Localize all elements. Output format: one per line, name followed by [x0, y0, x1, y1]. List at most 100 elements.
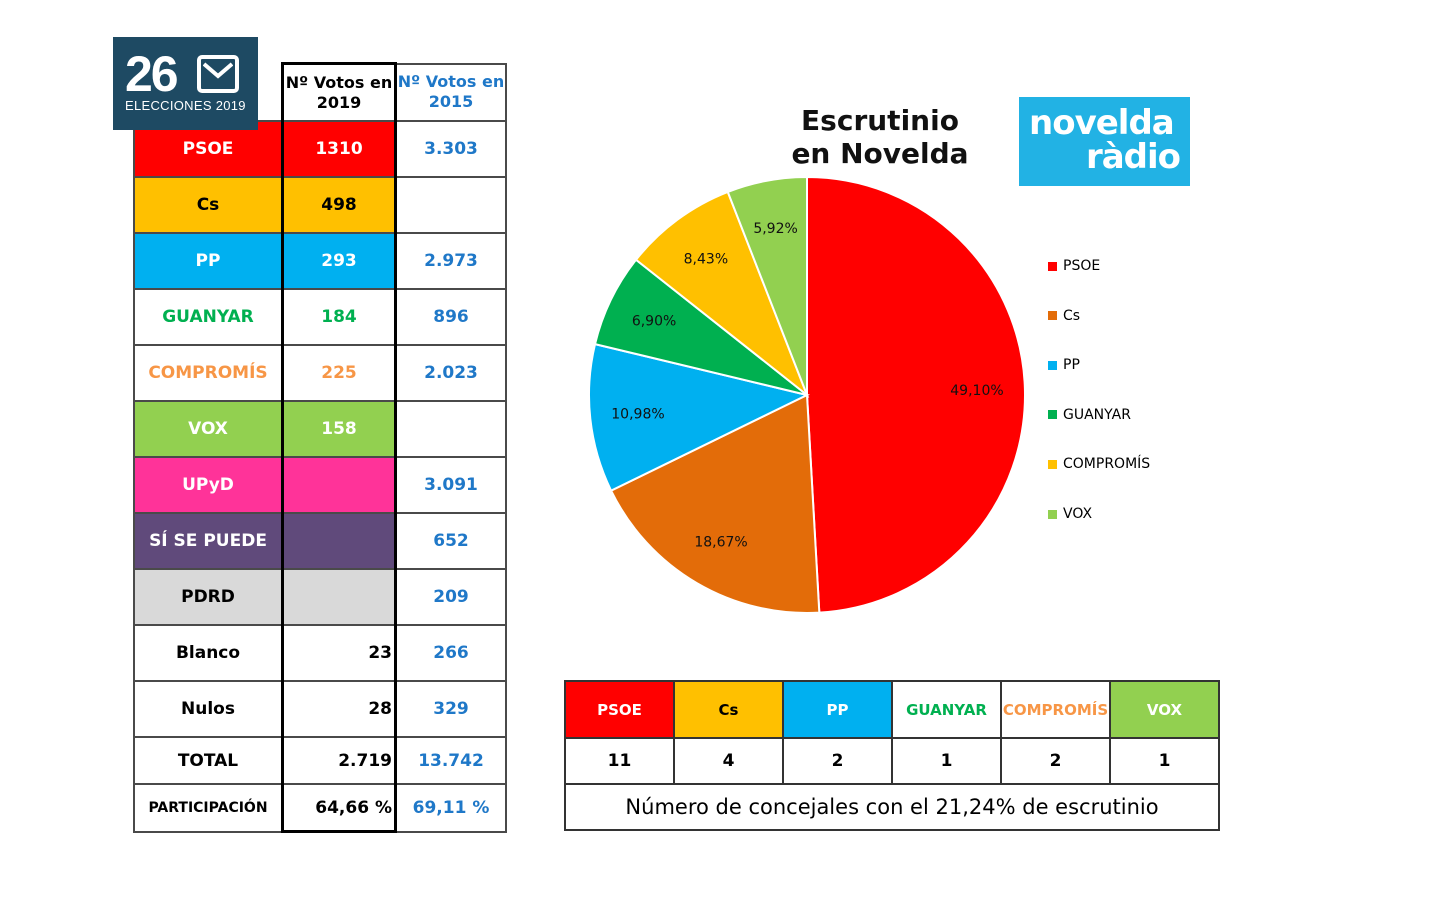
votes-2019-cell: 225 [281, 344, 397, 402]
concejales-seat-cell: 1 [1109, 737, 1220, 785]
party-name-cell: Cs [133, 176, 284, 234]
votes-2019-cell: 64,66 % [281, 783, 397, 833]
votes-2019-cell [281, 456, 397, 514]
pie-data-label: 18,67% [694, 535, 747, 551]
legend-swatch [1048, 311, 1057, 321]
party-name-cell: UPyD [133, 456, 284, 514]
votes-2015-cell [394, 400, 507, 458]
concejales-seat-cell: 1 [891, 737, 1002, 785]
results-row-pp: PP 293 2.973 [133, 232, 507, 290]
pie-data-label: 10,98% [611, 407, 664, 423]
novelda-radio-logo: novelda ràdio [1019, 97, 1190, 186]
party-name-cell: PP [133, 232, 284, 290]
concejales-party-cell: VOX [1109, 680, 1220, 739]
legend-item: VOX [1048, 506, 1092, 522]
results-header-row: Nº Votos en 2019 Nº Votos en 2015 [134, 62, 507, 122]
legend-item: Cs [1048, 308, 1080, 324]
legend-label: GUANYAR [1063, 406, 1131, 423]
votes-2019-cell [281, 512, 397, 570]
results-row-total: TOTAL 2.719 13.742 [133, 736, 507, 785]
legend-item: COMPROMÍS [1048, 456, 1150, 472]
pie-slice-pp [588, 342, 810, 492]
votes-2019-cell: 28 [281, 680, 397, 738]
results-row-blanco: Blanco 23 266 [133, 624, 507, 682]
pie-data-label: 49,10% [950, 383, 1003, 399]
concejales-party-cell: PP [782, 680, 893, 739]
votes-2019-cell: 23 [281, 624, 397, 682]
party-name-cell: PDRD [133, 568, 284, 626]
votes-2019-cell: 2.719 [281, 736, 397, 785]
results-row-vox: VOX 158 [133, 400, 507, 458]
legend-swatch [1048, 410, 1057, 420]
concejales-note: Número de concejales con el 21,24% de es… [564, 783, 1220, 831]
votes-2015-cell: 2.973 [394, 232, 507, 290]
legend-label: Cs [1063, 307, 1081, 324]
pie-data-label: 8,43% [684, 251, 728, 267]
legend-swatch [1048, 261, 1057, 271]
pie-data-label: 5,92% [753, 221, 797, 237]
pie-slice-comprom-s [634, 190, 810, 399]
results-header-cell: Nº Votos en 2019 [281, 62, 397, 122]
party-name-cell: GUANYAR [133, 288, 284, 346]
results-table: Nº Votos en 2019 Nº Votos en 2015 PSOE 1310… [133, 62, 507, 833]
logo-subtitle: ELECCIONES 2019 [125, 98, 246, 113]
pie-data-label: 6,90% [632, 314, 676, 330]
party-name-cell: SÍ SE PUEDE [133, 512, 284, 570]
votes-2015-cell: 69,11 % [394, 783, 507, 833]
concejales-party-cell: COMPROMÍS [1000, 680, 1111, 739]
legend-item: PSOE [1048, 258, 1100, 274]
results-row-guanyar: GUANYAR 184 896 [133, 288, 507, 346]
concejales-party-cell: Cs [673, 680, 784, 739]
legend-item: GUANYAR [1048, 407, 1131, 423]
party-name-cell: PARTICIPACIÓN [133, 783, 284, 833]
votes-2015-cell: 13.742 [394, 736, 507, 785]
votes-2019-cell [281, 568, 397, 626]
results-row-participaci-n: PARTICIPACIÓN 64,66 % 69,11 % [133, 783, 507, 833]
votes-2019-cell: 184 [281, 288, 397, 346]
votes-2015-cell: 2.023 [394, 344, 507, 402]
votes-2015-cell: 266 [394, 624, 507, 682]
results-row-cs: Cs 498 [133, 176, 507, 234]
legend-item: PP [1048, 357, 1080, 373]
pie-chart: 49,10% 18,67% 10,98% 6,90% 8,43% 5,92% [588, 175, 1027, 615]
results-row-comprom-s: COMPROMÍS 225 2.023 [133, 344, 507, 402]
party-name-cell: TOTAL [133, 736, 284, 785]
legend-label: PSOE [1063, 258, 1101, 274]
legend-swatch [1048, 459, 1057, 469]
party-name-cell: Blanco [133, 624, 284, 682]
concejales-party-cell: PSOE [564, 680, 675, 739]
votes-2019-cell: 158 [281, 400, 397, 458]
votes-2019-cell: 293 [281, 232, 397, 290]
chart-title-line-2: en Novelda [791, 137, 969, 170]
chart-title: Escrutinio en Novelda [770, 104, 990, 170]
party-name-cell: VOX [133, 400, 284, 458]
results-row-psoe: PSOE 1310 3.303 [133, 120, 507, 178]
votes-2019-cell: 498 [281, 176, 397, 234]
votes-2015-cell: 3.091 [394, 456, 507, 514]
legend-label: COMPROMÍS [1063, 456, 1151, 473]
concejales-table: PSOE Cs PP GUANYAR COMPROMÍS VOX 11 4 2 1 2 1 Núme… [564, 680, 1220, 831]
concejales-party-row: PSOE Cs PP GUANYAR COMPROMÍS VOX [564, 680, 1220, 739]
votes-2019-cell: 1310 [281, 120, 397, 178]
results-header-cell: Nº Votos en 2015 [394, 62, 507, 122]
concejales-seat-cell: 2 [782, 737, 893, 785]
votes-2015-cell [394, 176, 507, 234]
party-name-cell: Nulos [133, 680, 284, 738]
results-row-pdrd: PDRD 209 [133, 568, 507, 626]
votes-2015-cell: 3.303 [394, 120, 507, 178]
chart-title-line-1: Escrutinio [801, 104, 959, 137]
legend-swatch [1048, 509, 1057, 519]
results-row-upyd: UPyD 3.091 [133, 456, 507, 514]
legend-label: VOX [1063, 506, 1093, 522]
pie-slice-cs [609, 393, 821, 615]
concejales-seat-cell: 2 [1000, 737, 1111, 785]
concejales-seats-row: 11 4 2 1 2 1 [564, 737, 1220, 785]
logo-number: 26 [125, 46, 179, 102]
party-name-cell: PSOE [133, 120, 284, 178]
concejales-party-cell: GUANYAR [891, 680, 1002, 739]
results-row-nulos: Nulos 28 329 [133, 680, 507, 738]
legend-swatch [1048, 360, 1057, 370]
votes-2015-cell: 209 [394, 568, 507, 626]
votes-2015-cell: 896 [394, 288, 507, 346]
legend-label: PP [1063, 357, 1080, 374]
